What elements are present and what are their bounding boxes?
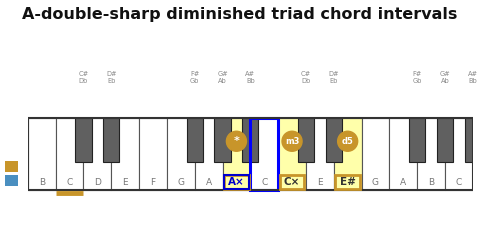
Bar: [224, 175, 249, 189]
Bar: [278, 118, 306, 190]
Bar: [251, 118, 278, 190]
Text: B: B: [428, 178, 434, 187]
Bar: [28, 118, 473, 190]
Bar: [167, 118, 195, 190]
Bar: [56, 118, 84, 190]
Text: G#
Ab: G# Ab: [217, 71, 228, 84]
Bar: [223, 118, 251, 190]
Text: E: E: [317, 178, 323, 187]
Text: C#
Db: C# Db: [78, 71, 88, 84]
Text: C#
Db: C# Db: [301, 71, 311, 84]
Circle shape: [227, 131, 246, 151]
Bar: [336, 175, 360, 189]
Bar: [242, 118, 258, 162]
Text: G: G: [372, 178, 379, 187]
Text: A×: A×: [228, 177, 245, 187]
Text: A: A: [205, 178, 212, 187]
Text: F: F: [150, 178, 156, 187]
Bar: [417, 118, 445, 190]
Bar: [306, 118, 334, 190]
Text: F#
Gb: F# Gb: [190, 71, 199, 84]
Text: A: A: [400, 178, 407, 187]
Bar: [103, 118, 120, 162]
Text: E: E: [122, 178, 128, 187]
Text: C: C: [66, 178, 72, 187]
Bar: [326, 118, 342, 162]
Bar: [5, 175, 18, 186]
Bar: [465, 118, 480, 162]
Text: E#: E#: [340, 177, 356, 187]
Text: D#
Eb: D# Eb: [106, 71, 117, 84]
Bar: [5, 161, 18, 172]
Text: C×: C×: [284, 177, 300, 187]
Text: C: C: [261, 178, 267, 187]
Text: basicmusictheory.com: basicmusictheory.com: [9, 57, 14, 132]
Bar: [298, 118, 314, 162]
Bar: [334, 118, 361, 190]
Bar: [84, 118, 111, 190]
Bar: [389, 118, 417, 190]
Bar: [361, 118, 389, 190]
Bar: [187, 118, 203, 162]
Bar: [409, 118, 425, 162]
Text: F#
Gb: F# Gb: [412, 71, 422, 84]
Bar: [280, 175, 304, 189]
Bar: [251, 118, 278, 190]
Bar: [224, 175, 249, 189]
Text: A#
Bb: A# Bb: [245, 71, 255, 84]
Text: G#
Ab: G# Ab: [440, 71, 450, 84]
Text: A#
Bb: A# Bb: [468, 71, 478, 84]
Bar: [139, 118, 167, 190]
Text: D: D: [94, 178, 101, 187]
Text: *: *: [233, 136, 240, 146]
Text: m3: m3: [285, 137, 299, 146]
Circle shape: [337, 131, 358, 151]
Text: A-double-sharp diminished triad chord intervals: A-double-sharp diminished triad chord in…: [22, 7, 458, 22]
Bar: [437, 118, 453, 162]
Text: B: B: [39, 178, 45, 187]
Bar: [75, 118, 92, 162]
Bar: [111, 118, 139, 190]
Bar: [445, 118, 473, 190]
Bar: [28, 118, 56, 190]
Circle shape: [282, 131, 302, 151]
Bar: [215, 118, 230, 162]
Text: G: G: [177, 178, 184, 187]
Text: d5: d5: [342, 137, 354, 146]
Text: D#
Eb: D# Eb: [328, 71, 339, 84]
Text: C: C: [456, 178, 462, 187]
Bar: [195, 118, 223, 190]
